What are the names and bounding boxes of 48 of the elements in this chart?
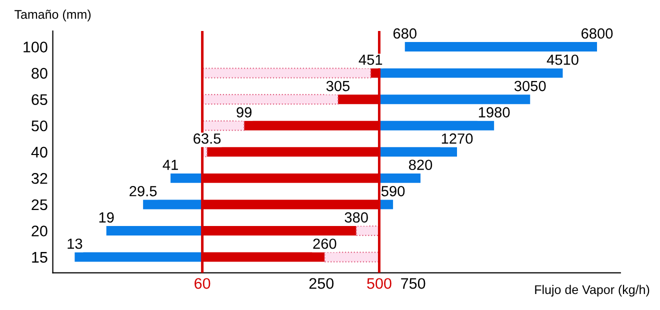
y-tick-label: 40 <box>31 146 48 158</box>
annotation: 1270 <box>442 133 473 144</box>
bar <box>379 120 494 130</box>
bar <box>379 147 458 157</box>
annotation: 1980 <box>478 107 510 118</box>
bar <box>143 200 202 210</box>
y-tick-label: 100 <box>24 42 48 52</box>
annotation: 3050 <box>514 80 546 92</box>
bar <box>74 252 202 262</box>
annotation: 451 <box>358 54 382 65</box>
annotation: 260 <box>313 238 336 249</box>
annotation: 41 <box>162 160 178 170</box>
bar <box>202 94 339 105</box>
annotation: 680 <box>393 28 416 39</box>
x-tick-label: 250 <box>309 278 334 289</box>
bar <box>379 94 530 104</box>
annotation: 305 <box>326 80 350 92</box>
annotation: 63.5 <box>194 133 221 144</box>
bar <box>379 68 563 78</box>
y-tick-label: 20 <box>32 226 48 236</box>
bar <box>202 68 372 78</box>
annotation: 380 <box>344 212 368 223</box>
x-tick-label: 750 <box>401 278 426 289</box>
y-tick-label: 50 <box>32 120 48 132</box>
annotation: 6800 <box>582 28 613 39</box>
annotation: 590 <box>381 186 405 196</box>
x-tick-label: 60 <box>194 278 210 289</box>
bar <box>170 173 202 183</box>
bar <box>202 120 245 131</box>
y-tick-label: 80 <box>32 68 48 79</box>
annotation: 13 <box>68 238 82 249</box>
y-tick-label: 25 <box>32 199 48 210</box>
annotation: 19 <box>99 212 114 223</box>
y-axis-title: Tamaño (mm) <box>14 10 91 22</box>
x-tick-label: 500 <box>367 278 392 289</box>
x-axis-title: Flujo de Vapor (kg/h) <box>535 284 650 297</box>
annotation: 4510 <box>546 54 578 65</box>
bar <box>379 173 420 183</box>
annotation: 99 <box>236 107 252 118</box>
y-tick-label: 32 <box>32 173 48 184</box>
annotation: 29.5 <box>130 186 157 196</box>
bar <box>324 252 380 262</box>
bar <box>404 42 598 52</box>
y-tick-label: 65 <box>32 94 48 106</box>
bar <box>106 226 202 236</box>
y-tick-label: 15 <box>32 252 48 263</box>
annotation: 820 <box>408 160 432 170</box>
bar <box>356 225 380 236</box>
